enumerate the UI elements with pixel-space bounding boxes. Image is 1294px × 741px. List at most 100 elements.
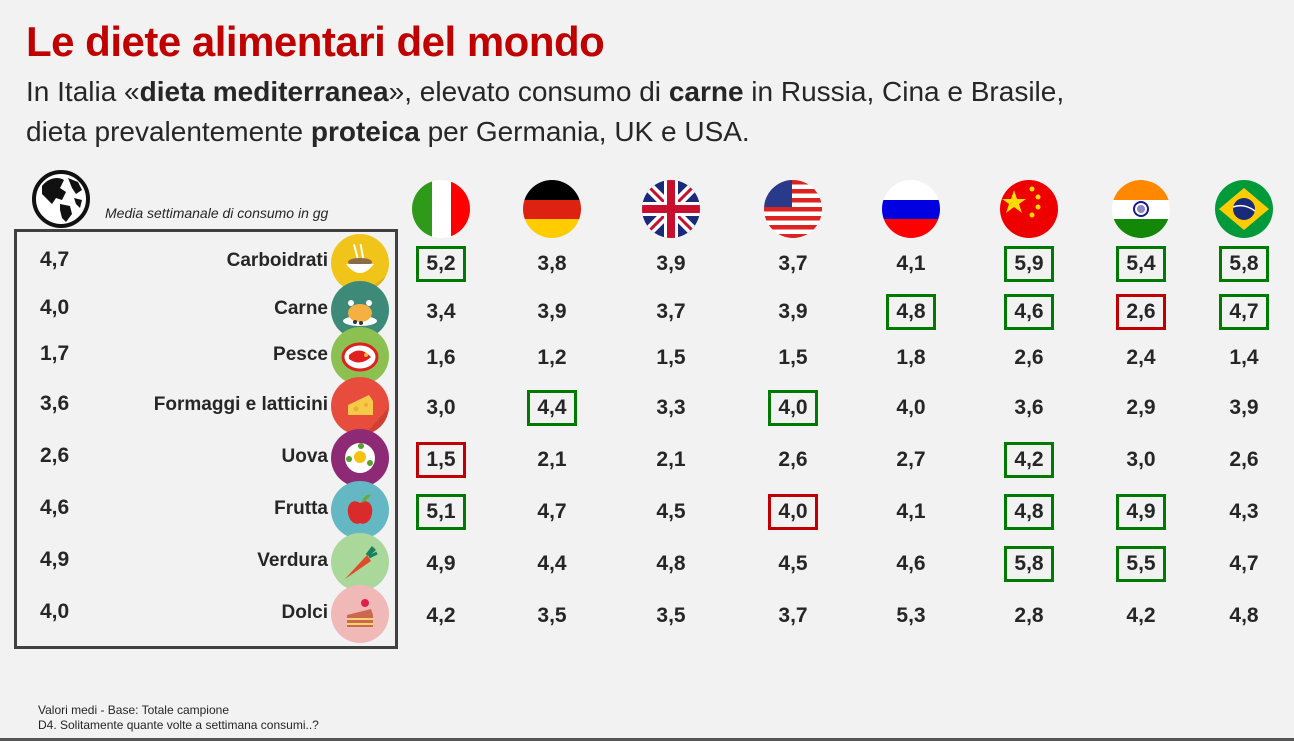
value-cell-high: 5,4 (1116, 246, 1166, 282)
value-cell: 3,7 (778, 604, 808, 627)
subtitle-emphasis: proteica (310, 116, 420, 147)
value-cell: 3,6 (1014, 396, 1044, 419)
value-cell: 3,9 (537, 300, 567, 323)
value-cell-high: 4,8 (886, 294, 936, 330)
value-cell: 1,5 (778, 346, 808, 369)
subtitle-text: in Russia, Cina e Brasile, (743, 76, 1065, 107)
world-average-value: 4,9 (40, 548, 70, 571)
value-cell: 1,6 (426, 346, 456, 369)
footnote-base: Valori medi - Base: Totale campione (38, 703, 229, 717)
value-cell-high: 4,9 (1116, 494, 1166, 530)
value-cell-high: 4,2 (1004, 442, 1054, 478)
value-cell: 3,9 (656, 252, 686, 275)
subtitle-line-2: dieta prevalentemente proteica per Germa… (26, 112, 1064, 152)
value-cell: 3,5 (537, 604, 567, 627)
value-cell: 4,1 (896, 252, 926, 275)
bottom-divider (0, 738, 1294, 741)
subtitle: In Italia «dieta mediterranea», elevato … (26, 72, 1064, 152)
value-cell: 4,1 (896, 500, 926, 523)
india-flag-icon (1112, 180, 1170, 238)
category-label: Carne (274, 298, 328, 319)
value-cell-high: 4,6 (1004, 294, 1054, 330)
value-cell: 4,8 (1229, 604, 1259, 627)
value-cell: 4,0 (896, 396, 926, 419)
value-cell: 2,1 (537, 448, 567, 471)
china-flag-icon (1000, 180, 1058, 238)
value-cell: 3,7 (656, 300, 686, 323)
value-cell-high: 4,0 (768, 390, 818, 426)
page-title: Le diete alimentari del mondo (26, 18, 605, 65)
value-cell-high: 5,5 (1116, 546, 1166, 582)
value-cell: 2,4 (1126, 346, 1156, 369)
value-cell: 3,9 (1229, 396, 1259, 419)
value-cell: 5,3 (896, 604, 926, 627)
roast-chicken-icon (331, 281, 389, 339)
world-average-value: 3,6 (40, 392, 70, 415)
value-cell: 3,9 (778, 300, 808, 323)
value-cell-high: 5,9 (1004, 246, 1054, 282)
value-cell: 4,6 (896, 552, 926, 575)
subtitle-emphasis: dieta mediterranea (139, 76, 389, 107)
value-cell-low: 2,6 (1116, 294, 1166, 330)
value-cell-high: 4,8 (1004, 494, 1054, 530)
value-cell: 2,6 (778, 448, 808, 471)
brazil-flag-icon (1215, 180, 1273, 238)
value-cell: 4,8 (656, 552, 686, 575)
subtitle-text: dieta prevalentemente (26, 116, 311, 147)
value-cell: 1,2 (537, 346, 567, 369)
value-cell: 2,8 (1014, 604, 1044, 627)
value-cell: 1,4 (1229, 346, 1259, 369)
cheese-icon (331, 377, 389, 435)
globe-icon (32, 170, 90, 228)
value-cell-high: 4,4 (527, 390, 577, 426)
world-average-value: 2,6 (40, 444, 70, 467)
value-cell: 3,0 (426, 396, 456, 419)
category-label: Dolci (281, 602, 328, 623)
world-average-value: 1,7 (40, 342, 70, 365)
value-cell-high: 5,1 (416, 494, 466, 530)
value-cell: 3,8 (537, 252, 567, 275)
value-cell: 4,7 (537, 500, 567, 523)
noodle-bowl-icon (331, 234, 389, 292)
subtitle-line-1: In Italia «dieta mediterranea», elevato … (26, 72, 1064, 112)
subtitle-text: In Italia « (26, 76, 140, 107)
world-average-panel (14, 229, 398, 649)
value-cell: 1,5 (656, 346, 686, 369)
value-cell: 3,4 (426, 300, 456, 323)
value-cell-high: 5,8 (1219, 246, 1269, 282)
world-average-value: 4,0 (40, 600, 70, 623)
value-cell: 3,0 (1126, 448, 1156, 471)
value-cell: 4,2 (426, 604, 456, 627)
italy-flag-icon (412, 180, 470, 238)
value-cell: 2,7 (896, 448, 926, 471)
world-average-value: 4,6 (40, 496, 70, 519)
germany-flag-icon (523, 180, 581, 238)
value-cell: 2,9 (1126, 396, 1156, 419)
russia-flag-icon (882, 180, 940, 238)
value-cell-high: 5,8 (1004, 546, 1054, 582)
subtitle-emphasis: carne (668, 76, 744, 107)
value-cell: 4,9 (426, 552, 456, 575)
cake-slice-icon (331, 585, 389, 643)
category-label: Formaggi e latticini (153, 394, 328, 415)
value-cell: 2,1 (656, 448, 686, 471)
world-average-value: 4,0 (40, 296, 70, 319)
value-cell: 2,6 (1014, 346, 1044, 369)
value-cell: 3,7 (778, 252, 808, 275)
value-cell-low: 1,5 (416, 442, 466, 478)
usa-flag-icon (764, 180, 822, 238)
fish-plate-icon (331, 327, 389, 385)
value-cell: 3,3 (656, 396, 686, 419)
subtitle-text: per Germania, UK e USA. (419, 116, 750, 147)
world-average-value: 4,7 (40, 248, 70, 271)
value-cell: 4,4 (537, 552, 567, 575)
value-cell-high: 5,2 (416, 246, 466, 282)
value-cell: 1,8 (896, 346, 926, 369)
fried-egg-icon (331, 429, 389, 487)
carrot-icon (331, 533, 389, 591)
value-cell: 4,5 (656, 500, 686, 523)
value-cell-low: 4,0 (768, 494, 818, 530)
category-label: Carboidrati (226, 250, 328, 271)
value-cell: 2,6 (1229, 448, 1259, 471)
value-cell: 3,5 (656, 604, 686, 627)
